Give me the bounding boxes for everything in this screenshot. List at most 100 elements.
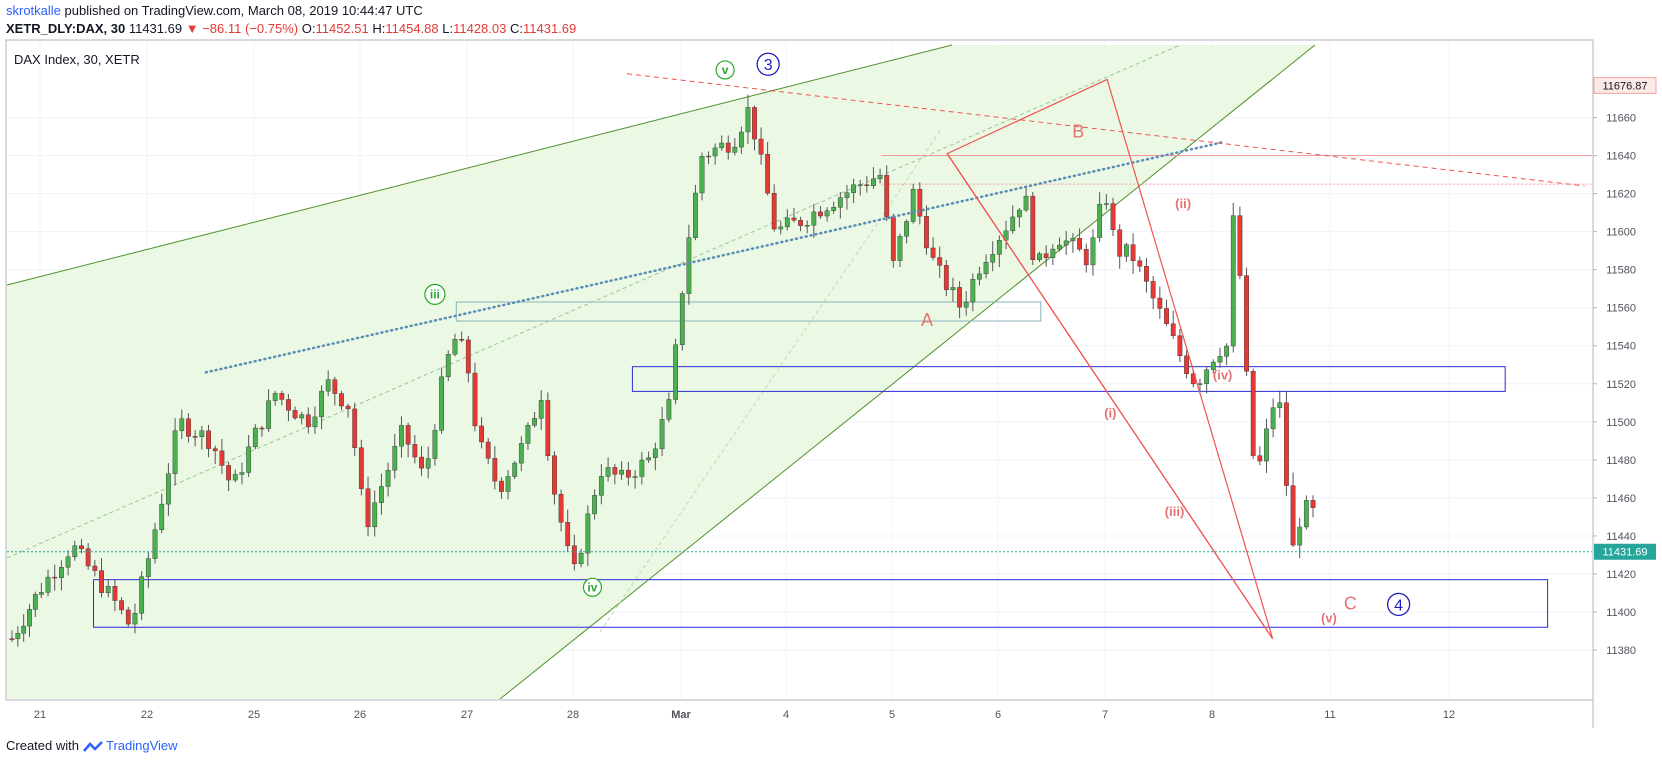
candle bbox=[1117, 224, 1123, 269]
price-tag: 11431.69 bbox=[1594, 543, 1656, 560]
candle-body bbox=[666, 399, 672, 420]
candle-body bbox=[365, 488, 371, 528]
candle bbox=[352, 402, 358, 456]
candle bbox=[1284, 390, 1289, 496]
wave-text: C bbox=[1344, 593, 1357, 613]
x-tick-label: 27 bbox=[461, 709, 473, 721]
candle-body bbox=[619, 469, 625, 475]
candle bbox=[15, 626, 21, 647]
candle bbox=[811, 203, 817, 238]
candle-body bbox=[950, 287, 956, 291]
candle-body bbox=[352, 408, 358, 448]
candle bbox=[639, 452, 645, 485]
price-chart[interactable]: v iii iv 3 4 A B C (i) (ii) (iii) (iv) (v) DAX Index… bbox=[0, 0, 1662, 735]
candle bbox=[585, 505, 591, 567]
candle-body bbox=[159, 503, 165, 530]
candle bbox=[432, 424, 438, 466]
candle bbox=[1270, 398, 1276, 438]
candle-body bbox=[719, 142, 725, 149]
wave-text: 3 bbox=[764, 57, 773, 74]
candle-body bbox=[459, 339, 465, 341]
candle-body bbox=[791, 217, 797, 221]
candle-body bbox=[1164, 308, 1169, 324]
candle-body bbox=[305, 414, 311, 428]
time-axis[interactable]: 21 22 25 26 27 28 Mar 4 5 6 7 8 11 12 bbox=[6, 699, 1593, 721]
y-tick-label: 11380 bbox=[1606, 645, 1636, 657]
candle bbox=[1257, 446, 1263, 466]
candle-body bbox=[172, 430, 178, 474]
candle-body bbox=[857, 184, 863, 186]
candle bbox=[699, 152, 705, 201]
candle bbox=[578, 548, 584, 568]
candle bbox=[125, 606, 131, 627]
candle bbox=[132, 603, 138, 634]
candle bbox=[1144, 258, 1149, 293]
candle bbox=[706, 151, 711, 165]
candle-body bbox=[79, 545, 84, 549]
candle-body bbox=[525, 425, 531, 444]
candle bbox=[937, 246, 943, 278]
y-tick-label: 11660 bbox=[1606, 113, 1636, 125]
zone-box bbox=[631, 366, 1506, 392]
candle bbox=[1310, 495, 1316, 518]
candle-body bbox=[784, 217, 790, 228]
candle-body bbox=[545, 400, 551, 456]
candle bbox=[339, 390, 344, 411]
candle bbox=[79, 538, 84, 554]
candle-body bbox=[1204, 369, 1210, 384]
candle bbox=[21, 614, 27, 642]
zone-box bbox=[455, 301, 1042, 322]
candle bbox=[1030, 192, 1036, 266]
candle-body bbox=[99, 570, 104, 593]
candle bbox=[538, 390, 544, 430]
candle-body bbox=[632, 476, 638, 478]
candle-body bbox=[811, 211, 817, 226]
candle bbox=[652, 442, 658, 471]
candle bbox=[1110, 197, 1116, 237]
low-value: 11428.03 bbox=[453, 21, 507, 36]
candle-body bbox=[1284, 402, 1289, 486]
candle bbox=[545, 392, 551, 461]
candle bbox=[1204, 366, 1210, 394]
candle bbox=[532, 412, 537, 428]
candle-body bbox=[1030, 195, 1036, 261]
tradingview-logo-icon bbox=[82, 740, 103, 752]
price-axis[interactable]: 11380 11400 11420 11440 11460 11480 11500 11520… bbox=[1592, 40, 1636, 728]
candle bbox=[52, 564, 58, 591]
candle bbox=[299, 411, 305, 425]
candle bbox=[525, 422, 531, 450]
candle-body bbox=[345, 405, 351, 410]
candle bbox=[864, 175, 870, 193]
candle-body bbox=[1083, 249, 1089, 266]
candle bbox=[139, 571, 145, 621]
candle-body bbox=[558, 493, 564, 523]
candle-body bbox=[1050, 248, 1056, 258]
candle bbox=[239, 462, 245, 485]
candle-body bbox=[199, 430, 205, 437]
author-link[interactable]: skrotkalle bbox=[6, 3, 61, 18]
channel-upper-line bbox=[7, 44, 953, 286]
candle bbox=[1090, 229, 1096, 276]
y-tick-label: 11440 bbox=[1606, 531, 1636, 543]
tradingview-brand[interactable]: TradingView bbox=[106, 738, 178, 753]
candle bbox=[970, 273, 976, 312]
candle-body bbox=[752, 107, 757, 140]
candle bbox=[990, 241, 996, 272]
y-tick-label: 11640 bbox=[1606, 151, 1636, 163]
candle bbox=[92, 560, 98, 577]
candle-body bbox=[712, 147, 718, 157]
candle-body bbox=[145, 558, 151, 577]
zone-box bbox=[93, 579, 1549, 628]
wave-text: iv bbox=[587, 580, 597, 594]
candle bbox=[1290, 472, 1296, 548]
close-value: 11431.69 bbox=[522, 21, 577, 36]
x-tick-label: 25 bbox=[248, 709, 260, 721]
candle bbox=[745, 94, 751, 144]
candle bbox=[292, 406, 298, 420]
candle-body bbox=[59, 567, 64, 578]
candle-body bbox=[983, 262, 989, 275]
candle-body bbox=[532, 418, 537, 426]
candle-body bbox=[686, 237, 692, 294]
candle bbox=[917, 182, 923, 225]
candle bbox=[871, 167, 876, 189]
